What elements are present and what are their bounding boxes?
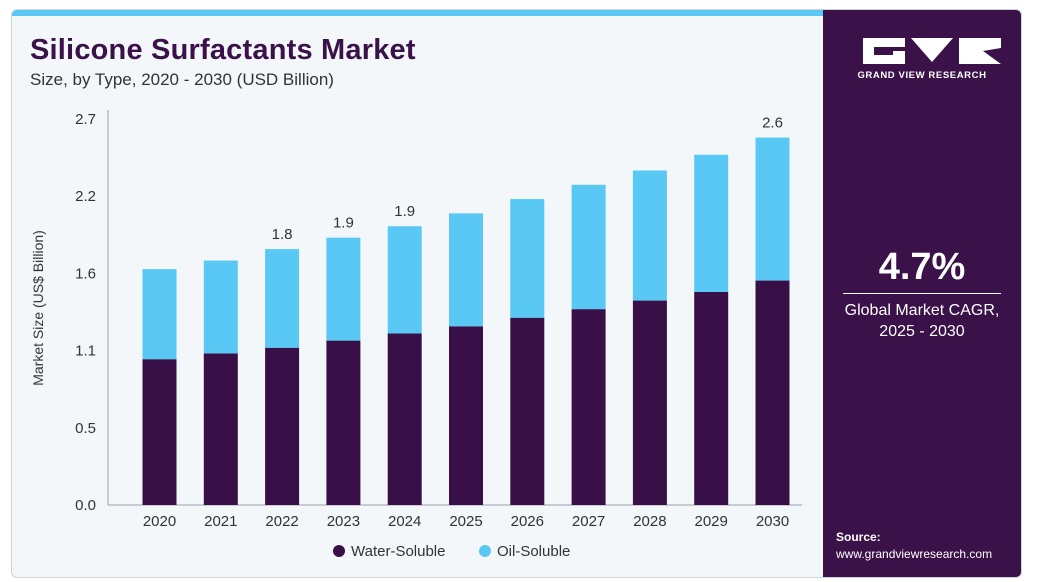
data-label-2022: 1.8 (272, 226, 293, 243)
bar-oil-soluble-2026 (510, 199, 545, 318)
bar-oil-soluble-2025 (449, 213, 483, 327)
x-tick-label-2030: 2030 (756, 513, 789, 530)
brand-panel: GRAND VIEW RESEARCH 4.7% Global Market C… (823, 10, 1021, 577)
x-tick-label-2029: 2029 (695, 513, 728, 530)
x-tick-label-2020: 2020 (143, 513, 176, 530)
data-label-2023: 1.9 (333, 215, 354, 232)
chart-subtitle: Size, by Type, 2020 - 2030 (USD Billion) (30, 70, 334, 89)
bar-water-soluble-2025 (449, 326, 483, 505)
bar-oil-soluble-2021 (203, 260, 238, 354)
data-label-2030: 2.6 (762, 115, 783, 132)
bar-water-soluble-2020 (142, 359, 177, 505)
legend-swatch-oil-soluble (479, 545, 491, 557)
x-tick-label-2024: 2024 (388, 513, 421, 530)
y-ticks: 0.0 0.5 1.1 1.6 2.2 2.7 (75, 111, 96, 514)
chart-card: Silicone Surfactants Market Size, by Typ… (11, 9, 1022, 578)
data-labels: 1.8 1.9 1.9 2.6 (272, 115, 783, 244)
legend-label-oil-soluble: Oil-Soluble (497, 543, 570, 560)
chart-title: Silicone Surfactants Market (30, 34, 416, 66)
bar-oil-soluble-2020 (142, 269, 177, 360)
bars (142, 137, 790, 505)
x-tick-label-2028: 2028 (633, 513, 666, 530)
bar-water-soluble-2026 (510, 317, 545, 505)
x-tick-label-2022: 2022 (265, 513, 298, 530)
x-tick-label-2021: 2021 (204, 513, 237, 530)
cagr-label-line2: 2025 - 2030 (879, 323, 965, 340)
bar-chart: Market Size (US$ Billion) 0.0 0.5 1.1 1.6 2.… (30, 110, 802, 560)
bar-water-soluble-2024 (387, 333, 422, 505)
x-ticks: 2020 2021 2022 2023 2024 2025 2026 2027 2028 2029… (143, 513, 789, 530)
y-tick-label: 0.5 (75, 420, 96, 437)
source-url[interactable]: www.grandviewresearch.com (836, 547, 993, 561)
y-tick-label: 2.7 (75, 111, 96, 128)
y-tick-label: 2.2 (75, 188, 96, 205)
cagr-value: 4.7% (878, 246, 966, 288)
bar-water-soluble-2022 (265, 347, 300, 505)
bar-water-soluble-2027 (571, 309, 606, 505)
accent-strip (12, 10, 823, 16)
bar-water-soluble-2021 (203, 353, 238, 505)
bar-oil-soluble-2024 (387, 226, 422, 334)
data-label-2024: 1.9 (394, 203, 415, 220)
bar-oil-soluble-2022 (265, 249, 300, 348)
y-tick-label: 0.0 (75, 497, 96, 514)
x-tick-label-2025: 2025 (449, 513, 482, 530)
x-tick-label-2027: 2027 (572, 513, 605, 530)
legend-swatch-water-soluble (333, 545, 345, 557)
bar-oil-soluble-2028 (632, 170, 667, 301)
cagr-label: Global Market CAGR, 2025 - 2030 (823, 300, 1021, 342)
bar-oil-soluble-2023 (326, 237, 361, 341)
cagr-label-line1: Global Market CAGR, (844, 302, 1000, 319)
bar-oil-soluble-2029 (694, 154, 729, 292)
legend-label-water-soluble: Water-Soluble (351, 543, 445, 560)
x-tick-label-2023: 2023 (327, 513, 360, 530)
bar-water-soluble-2029 (694, 291, 729, 505)
bar-oil-soluble-2030 (755, 137, 790, 281)
y-tick-label: 1.1 (75, 343, 96, 360)
source-label: Source: (836, 530, 881, 544)
bar-water-soluble-2028 (632, 300, 667, 505)
bar-water-soluble-2023 (326, 340, 361, 505)
gvr-logo-icon (863, 38, 1001, 64)
y-axis-title: Market Size (US$ Billion) (30, 230, 46, 386)
cagr-divider (843, 293, 1001, 294)
y-tick-label: 1.6 (75, 265, 96, 282)
bar-water-soluble-2030 (755, 280, 790, 505)
bar-oil-soluble-2027 (571, 184, 606, 310)
brand-name: GRAND VIEW RESEARCH (857, 70, 987, 81)
x-tick-label-2026: 2026 (511, 513, 544, 530)
legend: Water-Soluble Oil-Soluble (333, 543, 570, 560)
